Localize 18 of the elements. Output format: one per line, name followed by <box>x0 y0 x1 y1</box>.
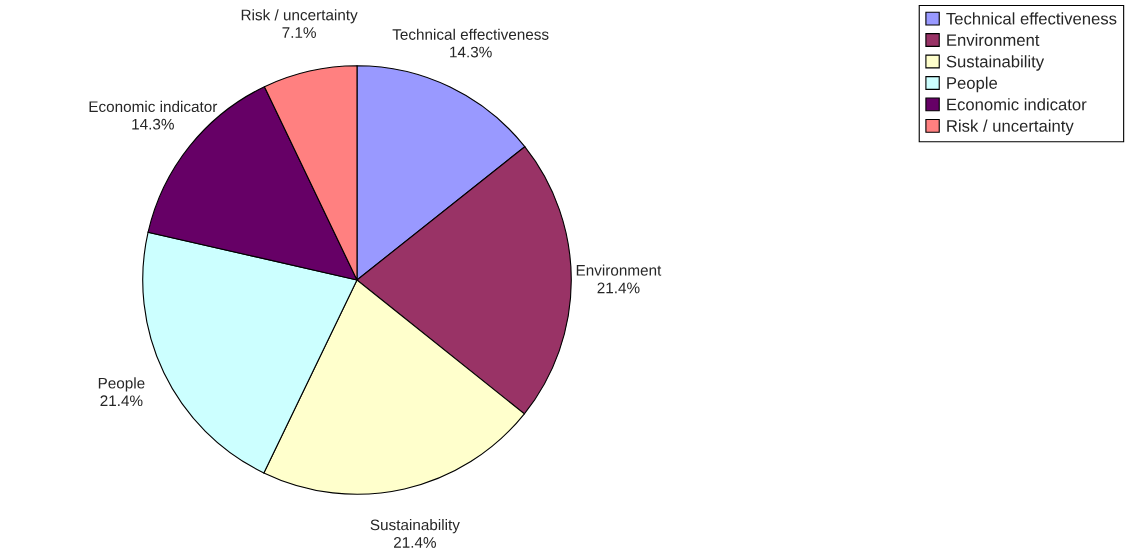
data-label: 21.4% <box>597 282 640 294</box>
slice-label: Environment <box>576 264 662 276</box>
legend-label: Risk / uncertainty <box>947 119 1074 136</box>
slice-label: Technical effectiveness <box>392 28 549 40</box>
slice-label: Economic indicator <box>89 100 218 113</box>
slice-label: Sustainability <box>370 519 460 534</box>
legend-label: Technical effectiveness <box>946 12 1117 25</box>
legend-label: Economic indicator <box>947 98 1087 111</box>
legend-label: Environment <box>947 33 1040 47</box>
legend-label: Sustainability <box>946 55 1045 71</box>
data-label: 21.4% <box>394 537 436 548</box>
data-label: 21.4% <box>100 395 143 407</box>
data-label: 14.3% <box>132 118 174 130</box>
data-label: 7.1% <box>282 27 316 38</box>
slice-label: Risk / uncertainty <box>241 9 358 24</box>
legend-label: People <box>947 76 998 93</box>
slice-label: People <box>98 377 145 392</box>
data-label: 14.3% <box>450 46 492 58</box>
